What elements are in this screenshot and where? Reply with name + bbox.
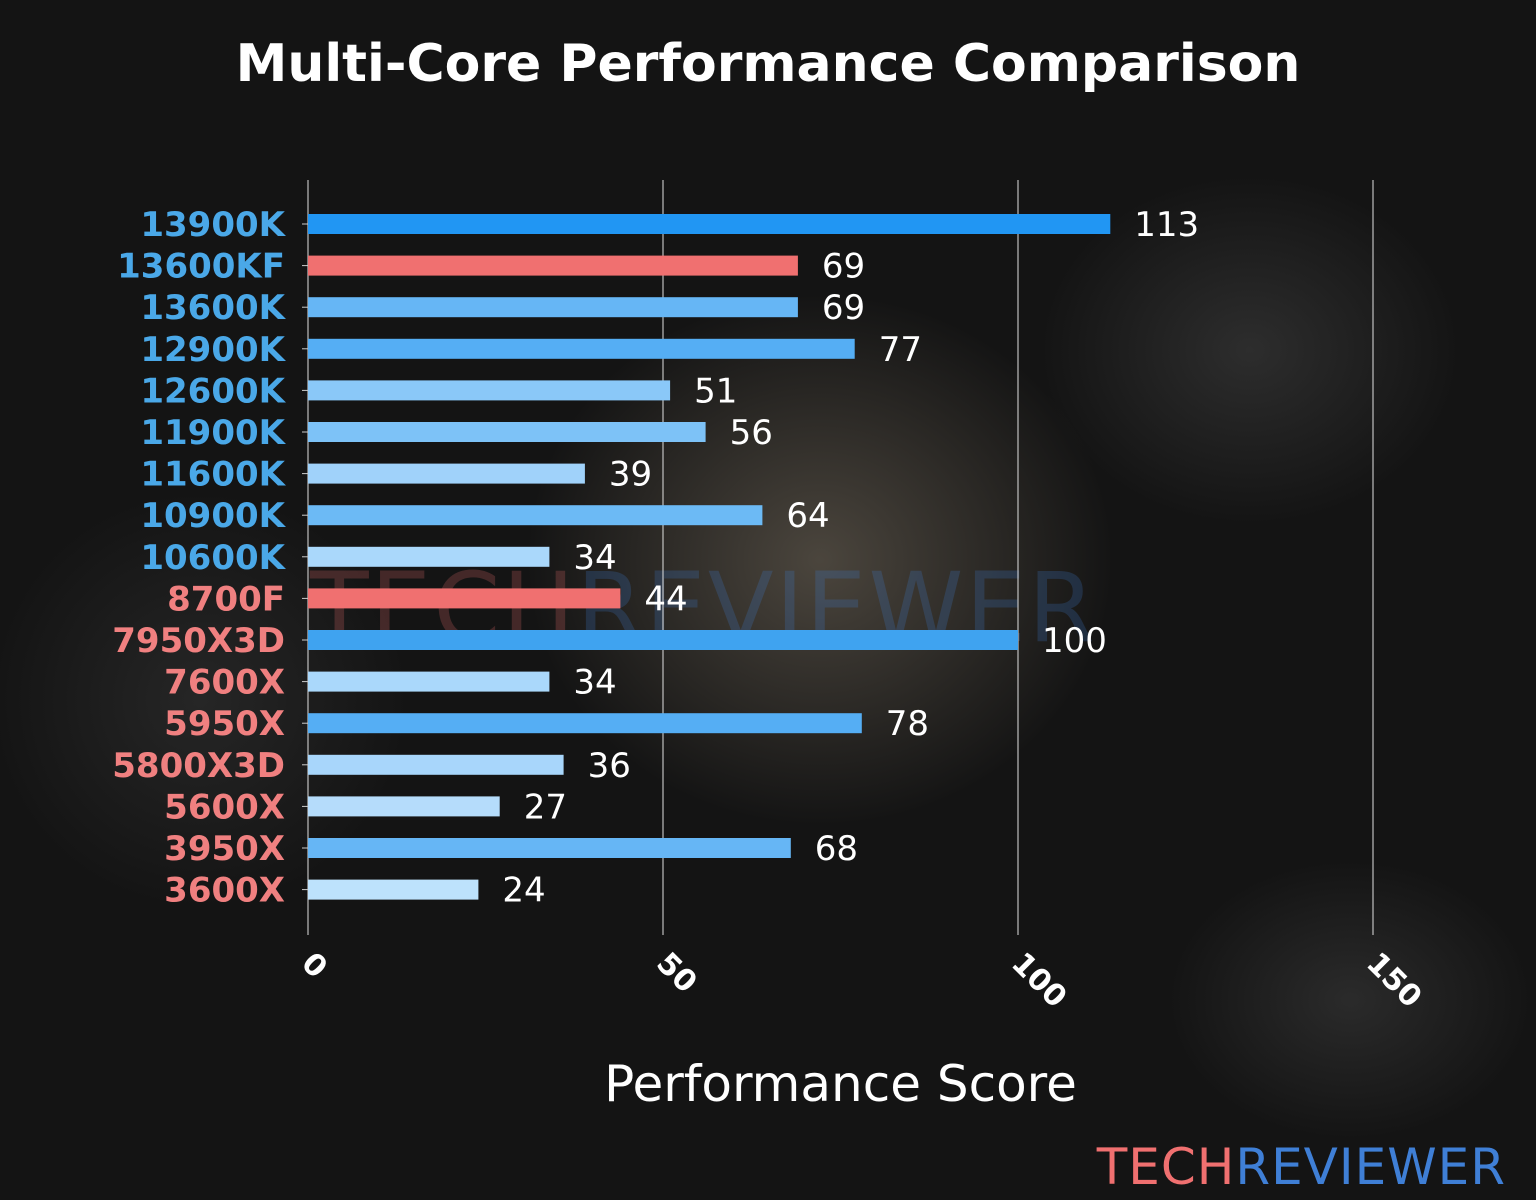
category-label: 12600K [140, 371, 286, 411]
bar-7950X3D [308, 630, 1018, 650]
bar-13600KF [308, 255, 798, 276]
data-label: 69 [822, 288, 865, 328]
x-tick-label: 100 [1004, 946, 1073, 1015]
data-label: 27 [524, 787, 567, 827]
data-label: 44 [644, 579, 687, 619]
category-label: 10900K [140, 496, 286, 536]
data-label: 113 [1134, 205, 1199, 245]
bar-10600K [308, 546, 550, 567]
bar-13900K [308, 214, 1111, 234]
bar-3950X [308, 838, 791, 858]
bar-5950X [308, 713, 862, 734]
data-label: 100 [1042, 621, 1107, 661]
category-label: 11900K [140, 413, 286, 453]
chart-title: Multi-Core Performance Comparison [235, 34, 1301, 94]
x-axis-label: Performance Score [604, 1055, 1077, 1113]
data-label: 34 [573, 538, 616, 578]
category-label: 12900K [140, 330, 286, 370]
data-label: 64 [786, 496, 829, 536]
techreviewer-logo: TECHREVIEWER [1096, 1138, 1506, 1196]
data-label: 34 [573, 663, 616, 703]
data-label: 56 [730, 413, 773, 453]
category-label: 5950X [164, 704, 285, 744]
category-label: 13900K [140, 205, 286, 245]
x-tick-label: 50 [649, 946, 703, 1000]
bar-13600K [308, 297, 798, 318]
bar-5800X3D [308, 754, 564, 775]
category-label: 13600K [140, 288, 286, 328]
data-label: 68 [815, 829, 858, 869]
category-label: 11600K [140, 455, 286, 495]
bar-12600K [308, 380, 671, 401]
bar-5600X [308, 796, 500, 817]
bar-7600X [308, 671, 550, 692]
bar-11600K [308, 463, 585, 484]
category-label: 5600X [164, 787, 285, 827]
bar-11900K [308, 422, 706, 442]
category-label: 3950X [164, 829, 285, 869]
bar-8700F [308, 588, 621, 609]
data-label: 69 [822, 247, 865, 287]
category-label: 3600X [164, 871, 285, 911]
data-label: 24 [502, 871, 545, 911]
data-label: 77 [879, 330, 922, 370]
data-label: 51 [694, 371, 737, 411]
x-tick-label: 150 [1359, 946, 1428, 1015]
data-label: 78 [886, 704, 929, 744]
bar-12900K [308, 338, 855, 359]
category-label: 10600K [140, 538, 286, 578]
category-label: 7600X [164, 663, 285, 703]
category-label: 5800X3D [112, 746, 285, 786]
data-label: 36 [588, 746, 631, 786]
category-label: 7950X3D [112, 621, 285, 661]
data-label: 39 [609, 455, 652, 495]
category-label: 13600KF [117, 247, 285, 287]
category-label: 8700F [167, 579, 285, 619]
x-tick-label: 0 [294, 946, 334, 986]
bar-10900K [308, 505, 763, 526]
bar-3600X [308, 879, 479, 900]
